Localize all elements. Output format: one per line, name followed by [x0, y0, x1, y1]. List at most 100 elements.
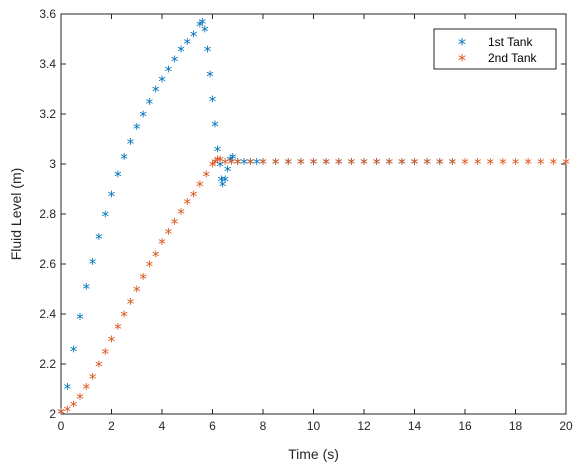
data-point-1st-tank: *: [423, 155, 431, 173]
data-point-1st-tank: *: [322, 155, 330, 173]
plot-area: [60, 13, 567, 415]
data-point-1st-tank: *: [165, 63, 173, 81]
data-point-2nd-tank: *: [120, 308, 128, 326]
data-point-2nd-tank: *: [83, 380, 91, 398]
data-point-1st-tank: *: [83, 280, 91, 298]
data-point-1st-tank: *: [158, 73, 166, 91]
data-point-2nd-tank: *: [386, 155, 394, 173]
data-point-1st-tank: *: [184, 35, 192, 53]
data-point-2nd-tank: *: [64, 403, 72, 421]
data-point-1st-tank: *: [386, 155, 394, 173]
data-point-2nd-tank: *: [196, 178, 204, 196]
data-point-1st-tank: *: [199, 15, 207, 33]
data-point-2nd-tank: *: [184, 195, 192, 213]
data-point-1st-tank: *: [190, 28, 198, 46]
y-tick-label: 3.2: [39, 107, 56, 121]
data-point-1st-tank: *: [224, 163, 232, 181]
data-point-1st-tank: *: [436, 155, 444, 173]
data-point-2nd-tank: *: [202, 168, 210, 186]
y-tick-label: 3.6: [39, 7, 56, 21]
data-point-1st-tank: *: [218, 173, 226, 191]
data-point-1st-tank: *: [247, 155, 255, 173]
data-point-1st-tank: *: [285, 155, 293, 173]
data-point-2nd-tank: *: [562, 155, 570, 173]
y-tick-label: 3: [49, 157, 56, 171]
data-point-1st-tank: *: [133, 120, 141, 138]
x-axis-label: Time (s): [288, 446, 339, 462]
data-point-1st-tank: *: [219, 178, 227, 196]
x-tick-label: 0: [58, 419, 65, 433]
y-axis-label: Fluid Level (m): [8, 168, 24, 261]
data-point-2nd-tank: *: [360, 155, 368, 173]
data-point-1st-tank: *: [411, 155, 419, 173]
y-tick-label: 2.8: [39, 207, 56, 221]
y-tick-label: 3.4: [39, 57, 56, 71]
data-point-1st-tank: *: [64, 380, 72, 398]
data-point-2nd-tank: *: [171, 215, 179, 233]
data-point-1st-tank: *: [76, 310, 84, 328]
data-point-2nd-tank: *: [322, 155, 330, 173]
data-point-2nd-tank: *: [216, 153, 224, 171]
data-point-1st-tank: *: [253, 155, 261, 173]
data-point-2nd-tank: *: [474, 155, 482, 173]
data-point-1st-tank: *: [216, 158, 224, 176]
data-point-2nd-tank: *: [234, 155, 242, 173]
data-point-2nd-tank: *: [398, 155, 406, 173]
data-point-2nd-tank: *: [209, 158, 217, 176]
data-point-2nd-tank: *: [165, 225, 173, 243]
data-point-1st-tank: *: [310, 155, 318, 173]
data-point-2nd-tank: *: [89, 370, 97, 388]
data-point-2nd-tank: *: [158, 235, 166, 253]
x-tick-label: 4: [159, 419, 166, 433]
legend-label-2nd-tank: 2nd Tank: [488, 51, 537, 65]
data-point-2nd-tank: *: [297, 155, 305, 173]
data-point-2nd-tank: *: [285, 155, 293, 173]
data-point-1st-tank: *: [120, 150, 128, 168]
data-point-2nd-tank: *: [449, 155, 457, 173]
data-point-1st-tank: *: [272, 155, 280, 173]
legend-box: [433, 28, 557, 70]
data-point-2nd-tank: *: [221, 155, 229, 173]
y-tick-label: 2.2: [39, 357, 56, 371]
data-point-1st-tank: *: [95, 230, 103, 248]
data-point-2nd-tank: *: [436, 155, 444, 173]
data-point-2nd-tank: *: [214, 153, 222, 171]
data-point-2nd-tank: *: [76, 390, 84, 408]
legend-label-1st-tank: 1st Tank: [488, 35, 533, 49]
data-point-2nd-tank: *: [259, 155, 267, 173]
data-point-1st-tank: *: [196, 18, 204, 36]
y-tick-label: 2.4: [39, 307, 56, 321]
data-point-2nd-tank: *: [461, 155, 469, 173]
data-point-1st-tank: *: [127, 135, 135, 153]
data-point-1st-tank: *: [70, 343, 78, 361]
x-tick-label: 12: [357, 419, 371, 433]
data-point-2nd-tank: *: [133, 283, 141, 301]
data-series: ****************************************…: [57, 15, 570, 423]
data-point-2nd-tank: *: [211, 155, 219, 173]
data-point-2nd-tank: *: [228, 155, 236, 173]
data-point-1st-tank: *: [335, 155, 343, 173]
data-point-1st-tank: *: [152, 83, 160, 101]
legend: * 1st Tank * 2nd Tank: [433, 28, 557, 70]
data-point-2nd-tank: *: [537, 155, 545, 173]
data-point-2nd-tank: *: [373, 155, 381, 173]
legend-marker-2nd-tank: *: [458, 51, 466, 70]
data-point-1st-tank: *: [221, 173, 229, 191]
x-tick-label: 18: [509, 419, 523, 433]
x-tick-label: 16: [458, 419, 472, 433]
data-point-2nd-tank: *: [101, 345, 109, 363]
data-point-2nd-tank: *: [57, 405, 65, 423]
data-point-2nd-tank: *: [190, 188, 198, 206]
data-point-1st-tank: *: [360, 155, 368, 173]
data-point-1st-tank: *: [201, 23, 209, 41]
x-tick-label: 8: [260, 419, 267, 433]
data-point-1st-tank: *: [226, 153, 234, 171]
series-2nd-tank: ******************************* * * * * * * * * *…: [57, 153, 570, 424]
data-point-2nd-tank: *: [348, 155, 356, 173]
data-point-2nd-tank: *: [499, 155, 507, 173]
data-point-1st-tank: *: [101, 208, 109, 226]
data-point-1st-tank: *: [234, 155, 242, 173]
data-point-2nd-tank: *: [152, 248, 160, 266]
